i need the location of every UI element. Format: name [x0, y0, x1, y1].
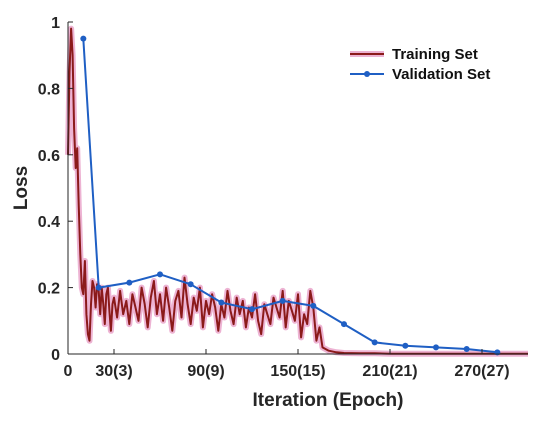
x-tick-label: 150(15) — [270, 363, 325, 380]
legend-label: Training Set — [392, 46, 478, 63]
series-1-point — [80, 35, 87, 42]
series-1-point — [126, 279, 133, 286]
y-tick-label: 0.4 — [38, 214, 60, 231]
y-tick-label: 0.2 — [38, 281, 60, 298]
series-1-point — [463, 346, 470, 353]
plot-area — [65, 25, 528, 357]
series-1-point — [157, 271, 163, 278]
x-tick-label: 210(21) — [362, 363, 417, 380]
y-tick-label: 0 — [51, 347, 60, 364]
legend-label: Validation Set — [392, 66, 490, 83]
axes — [67, 21, 528, 355]
series-1-point — [433, 344, 439, 351]
x-tick-label: 90(9) — [187, 363, 224, 380]
series-1-point — [187, 281, 194, 288]
legend-marker — [364, 71, 370, 77]
legend-box — [346, 40, 506, 86]
series-1-point — [402, 342, 409, 349]
tick-labels: 0 0.2 0.4 0.6 0.8 1 0 30(3) 90(9) 150(15) 210(21) 2… — [38, 15, 510, 380]
x-axis-title: Iteration (Epoch) — [253, 390, 404, 411]
legend: Training Set Validation Set — [346, 40, 506, 86]
y-tick-label: 0.6 — [38, 148, 60, 165]
series-1-point — [371, 339, 378, 346]
series-1-point — [341, 321, 347, 328]
series-1-point — [310, 302, 317, 309]
series-1-point — [279, 297, 286, 304]
series-1-point — [218, 299, 225, 306]
y-tick-label: 1 — [51, 15, 60, 32]
y-tick-label: 0.8 — [38, 81, 60, 98]
series-1-point — [95, 284, 102, 291]
y-axis-title: Loss — [11, 166, 32, 210]
x-tick-label: 0 — [64, 363, 73, 380]
series-1-point — [249, 306, 255, 313]
x-tick-label: 30(3) — [95, 363, 132, 380]
x-tick-label: 270(27) — [454, 363, 509, 380]
